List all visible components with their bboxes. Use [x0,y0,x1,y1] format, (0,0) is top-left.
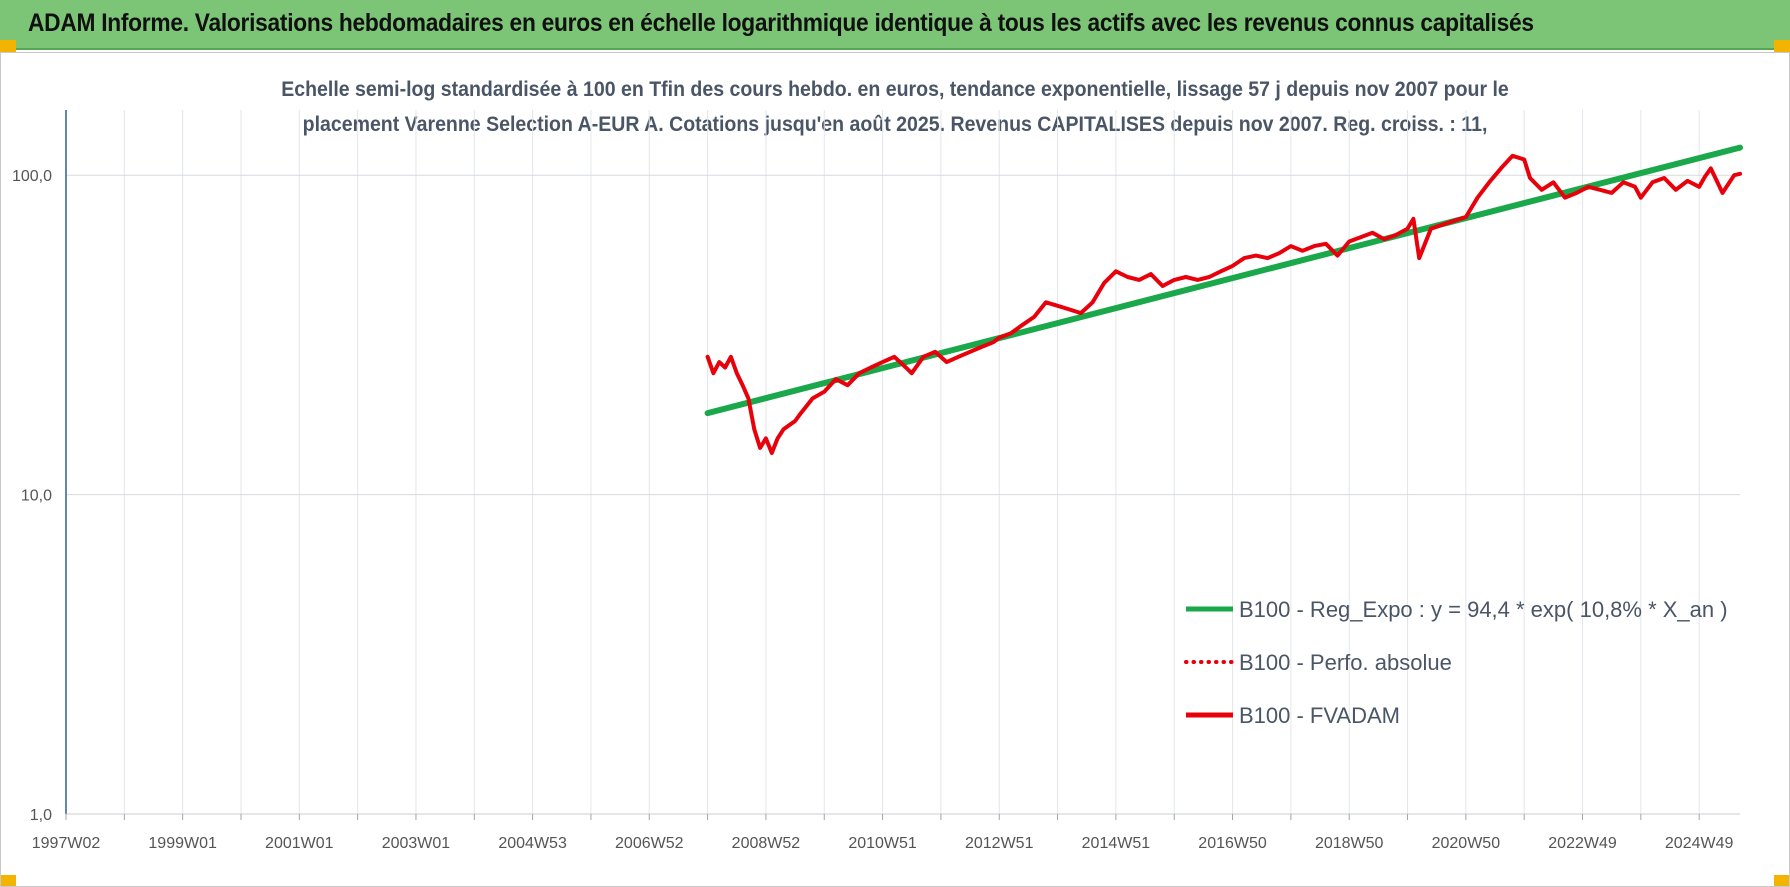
x-tick-label: 2018W50 [1315,835,1384,852]
legend-label-3: B100 - FVADAM [1239,703,1400,728]
x-tick-label: 2006W52 [615,835,684,852]
x-tick-label: 1997W02 [32,835,101,852]
x-tick-label: 2024W49 [1665,835,1734,852]
series-line-3 [705,153,1742,455]
x-tick-label: 2020W50 [1432,835,1501,852]
legend: B100 - Reg_Expo : y = 94,4 * exp( 10,8% … [1184,597,1728,728]
corner-marker-bottom-left [0,875,16,887]
chart-subtitle-line-1: Echelle semi-log standardisée à 100 en T… [281,78,1509,101]
x-tick-label: 2003W01 [382,835,451,852]
x-tick-label: 2012W51 [965,835,1034,852]
header-banner: ADAM Informe. Valorisations hebdomadaire… [0,0,1790,50]
grid [65,110,1740,815]
x-tick-label: 2008W52 [732,835,801,852]
x-tick-label: 2010W51 [848,835,917,852]
chart-subtitle-line-2: placement Varenne Selection A-EUR A. Cot… [302,113,1488,136]
x-tick-label: 2022W49 [1548,835,1617,852]
page-title: ADAM Informe. Valorisations hebdomadaire… [28,9,1534,37]
x-tick-label: 2004W53 [498,835,567,852]
x-tick-label: 1999W01 [148,835,217,852]
axes: 1,0 10,0 100,0 1997W02 1999W01 2001W01 2003W01… [12,110,1740,852]
y-tick-label: 100,0 [12,168,52,185]
series-line-1 [704,144,1743,417]
corner-marker-bottom-right [1774,875,1790,887]
y-tick-label: 1,0 [30,807,52,824]
corner-marker-top-left [0,40,16,52]
x-tick-label: 2014W51 [1082,835,1151,852]
legend-label-2: B100 - Perfo. absolue [1239,650,1452,675]
corner-marker-top-right [1774,40,1790,52]
legend-label-1: B100 - Reg_Expo : y = 94,4 * exp( 10,8% … [1239,597,1728,622]
x-tick-label: 2016W50 [1198,835,1267,852]
y-tick-label: 10,0 [21,488,52,505]
series [704,144,1743,455]
x-tick-label: 2001W01 [265,835,334,852]
